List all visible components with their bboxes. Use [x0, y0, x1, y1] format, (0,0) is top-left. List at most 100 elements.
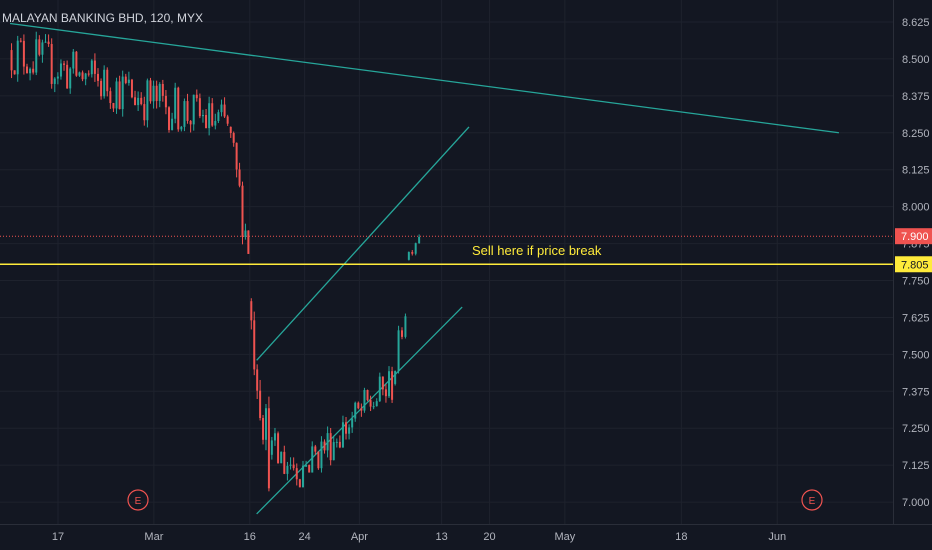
candle	[289, 457, 292, 470]
candle-body	[351, 418, 354, 428]
trendlines[interactable]	[9, 22, 839, 515]
candle-body	[250, 301, 253, 321]
candle	[137, 91, 140, 111]
candle	[127, 71, 130, 86]
candle	[152, 80, 155, 109]
candle-body	[220, 104, 223, 113]
horizontal-lines[interactable]	[0, 235, 893, 266]
candle-body	[326, 433, 329, 451]
candle	[63, 60, 66, 71]
candle	[10, 43, 13, 79]
candle	[397, 325, 400, 374]
candle	[238, 162, 241, 188]
candle	[112, 102, 115, 113]
candle	[295, 463, 298, 486]
candle	[211, 98, 214, 127]
candle-body	[164, 95, 167, 108]
candle	[81, 70, 84, 82]
x-tick-label: 20	[483, 531, 495, 543]
price-axis[interactable]: 8.6258.5008.3758.2508.1258.0007.8757.750…	[902, 17, 930, 509]
candle	[41, 39, 44, 63]
candle-body	[414, 243, 417, 254]
candle-body	[161, 83, 164, 96]
candle	[115, 77, 118, 114]
candle	[72, 49, 75, 74]
candle-body	[143, 104, 146, 121]
candle-body	[280, 451, 283, 464]
candle	[394, 370, 397, 386]
price-badge-bg	[895, 256, 932, 273]
candle	[241, 181, 244, 245]
candle	[29, 67, 32, 81]
candle	[348, 424, 351, 440]
candle	[283, 445, 286, 475]
candle-body	[201, 115, 204, 117]
trendline-channel-lower[interactable]	[256, 306, 463, 515]
candle-body	[286, 465, 289, 474]
x-tick-label: May	[555, 531, 576, 543]
annotation-text[interactable]: Sell here if price break	[472, 243, 602, 258]
candle-body	[394, 371, 397, 384]
candle	[256, 364, 259, 400]
x-tick-label: 16	[244, 531, 256, 543]
candle-body	[305, 465, 308, 467]
candle-body	[253, 320, 256, 370]
candle	[69, 67, 72, 94]
candle	[286, 461, 289, 481]
candle	[93, 53, 96, 82]
candle-body	[262, 418, 265, 440]
y-tick-label: 7.750	[902, 276, 930, 288]
candle-body	[38, 39, 41, 55]
candle-body	[121, 76, 124, 110]
candle	[351, 411, 354, 433]
trendline-channel-upper[interactable]	[256, 126, 470, 361]
candle-body	[329, 433, 332, 461]
candle	[401, 327, 403, 340]
price-badge-label: 7.805	[901, 259, 929, 271]
candle	[341, 415, 344, 448]
candle	[177, 86, 180, 132]
candle-body	[29, 68, 32, 74]
earnings-label: E	[809, 496, 816, 507]
candle-body	[256, 369, 259, 391]
candle	[155, 80, 158, 109]
candle-body	[418, 236, 421, 244]
candle	[320, 436, 323, 473]
candle-body	[87, 73, 90, 75]
candle-body	[93, 60, 96, 74]
candle	[264, 404, 267, 451]
candle-body	[223, 104, 226, 117]
candle	[25, 63, 28, 74]
candle-body	[205, 115, 208, 129]
candle-body	[384, 389, 387, 397]
candle-body	[44, 41, 47, 43]
candle	[292, 457, 295, 471]
candle	[305, 460, 308, 467]
trendline-long-term-resistance[interactable]	[9, 22, 839, 134]
candle-body	[140, 97, 143, 105]
candle-body	[10, 50, 13, 71]
candle-body	[391, 371, 394, 400]
y-tick-label: 7.125	[902, 460, 930, 472]
candle-body	[295, 468, 298, 480]
x-tick-label: 18	[675, 531, 687, 543]
candle	[109, 87, 112, 109]
candle	[50, 38, 53, 89]
candle-body	[103, 69, 106, 97]
y-tick-label: 7.500	[902, 349, 930, 361]
earnings-marker[interactable]: E	[127, 489, 149, 511]
candle-body	[241, 185, 244, 238]
candle-body	[183, 101, 186, 127]
x-tick-label: Apr	[351, 531, 368, 543]
candle-body	[360, 408, 363, 411]
candle	[186, 93, 189, 124]
price-badge: 7.900	[895, 228, 932, 245]
candle	[13, 70, 16, 75]
candle-body	[149, 80, 152, 102]
candle-body	[90, 60, 93, 75]
candle-body	[238, 169, 241, 186]
time-axis[interactable]: 17 Mar 16 24 Apr 13 20 May 18 Jun	[52, 531, 786, 543]
earnings-marker[interactable]: E	[801, 489, 823, 511]
candle	[75, 50, 78, 77]
